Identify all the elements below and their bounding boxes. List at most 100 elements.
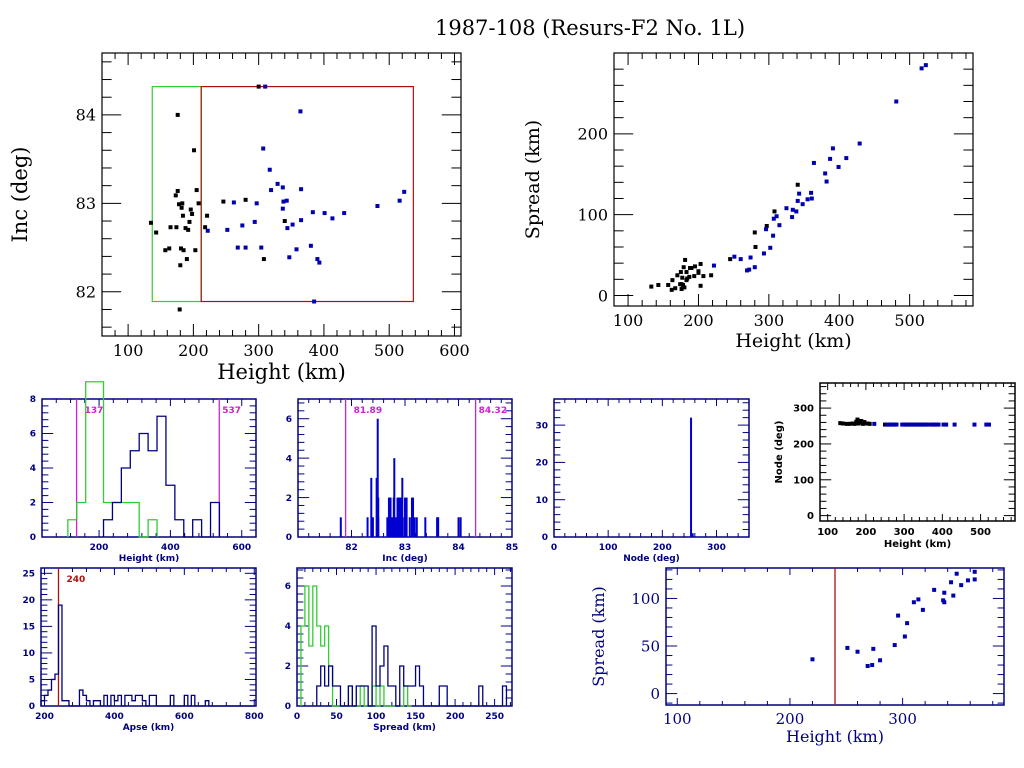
plot-frame bbox=[819, 382, 1016, 522]
y-tick-label: 5 bbox=[29, 676, 35, 686]
data-point bbox=[267, 167, 272, 172]
data-point bbox=[936, 422, 941, 427]
x-tick-label: 400 bbox=[824, 311, 855, 330]
y-tick-label: 0 bbox=[650, 685, 660, 703]
x-axis-label: Inc (deg) bbox=[382, 554, 427, 564]
data-point bbox=[177, 307, 182, 312]
data-point bbox=[809, 196, 814, 201]
data-point bbox=[902, 634, 907, 639]
x-tick-label: 200 bbox=[776, 710, 805, 728]
data-point bbox=[965, 578, 970, 583]
histogram-bar bbox=[413, 517, 416, 537]
x-tick-label: 500 bbox=[374, 341, 405, 360]
data-point bbox=[795, 198, 800, 203]
y-tick-label: 20 bbox=[535, 459, 548, 469]
data-point bbox=[375, 203, 380, 208]
data-point bbox=[679, 287, 684, 292]
marker-label: 537 bbox=[222, 406, 241, 416]
data-point bbox=[330, 216, 335, 221]
x-tick-label: 300 bbox=[894, 527, 915, 538]
red-box bbox=[200, 86, 414, 303]
x-tick-label: 300 bbox=[243, 341, 274, 360]
data-point bbox=[923, 63, 928, 68]
y-tick-label: 4 bbox=[285, 622, 291, 632]
data-point bbox=[784, 206, 789, 211]
data-point bbox=[221, 199, 226, 204]
data-point bbox=[252, 219, 257, 224]
data-point bbox=[892, 643, 897, 648]
histogram-bar bbox=[691, 533, 694, 537]
data-point bbox=[183, 226, 188, 231]
y-tick-label: 30 bbox=[535, 421, 548, 431]
data-point bbox=[692, 264, 697, 269]
data-point bbox=[878, 658, 883, 663]
x-tick-label: 50 bbox=[330, 712, 343, 722]
y-tick-label: 10 bbox=[22, 649, 35, 659]
data-point bbox=[941, 422, 946, 427]
histogram-low bbox=[67, 381, 158, 538]
data-point bbox=[959, 583, 964, 588]
data-point bbox=[154, 230, 159, 235]
data-point bbox=[952, 422, 957, 427]
data-point bbox=[795, 182, 800, 187]
data-point bbox=[764, 227, 769, 232]
data-point bbox=[684, 270, 689, 275]
histogram-bar bbox=[400, 497, 403, 537]
data-point bbox=[823, 171, 828, 176]
data-point bbox=[772, 209, 777, 214]
histogram-bar bbox=[410, 497, 413, 537]
histogram-bar bbox=[397, 497, 400, 537]
data-point bbox=[911, 600, 916, 605]
data-point bbox=[188, 207, 193, 212]
chart-height-histogram: 200 400 600 0 2 4 6 8 Height (km) 137 537 bbox=[30, 381, 257, 564]
data-point bbox=[280, 206, 285, 211]
y-tick-label: 82 bbox=[76, 283, 96, 302]
x-tick-label: 100 bbox=[367, 712, 386, 722]
data-point bbox=[317, 260, 322, 265]
data-point bbox=[681, 265, 686, 270]
data-point bbox=[683, 257, 688, 262]
data-point bbox=[865, 663, 870, 668]
chart-node-histogram: 0 100 200 300 0 10 20 30 Node (deg) bbox=[535, 398, 750, 564]
x-tick-label: 200 bbox=[90, 543, 109, 553]
data-point bbox=[847, 421, 852, 426]
x-tick-label: 83 bbox=[399, 543, 412, 553]
y-tick-label: 15 bbox=[22, 623, 35, 633]
data-point bbox=[972, 577, 977, 582]
y-tick-label: 200 bbox=[793, 440, 814, 451]
data-point bbox=[680, 275, 685, 280]
data-point bbox=[942, 590, 947, 595]
figure-title: 1987-108 (Resurs-F2 No. 1L) bbox=[434, 16, 746, 40]
histogram-bar bbox=[415, 517, 418, 537]
data-point bbox=[896, 613, 901, 618]
data-point bbox=[231, 200, 236, 205]
data-point bbox=[175, 112, 180, 117]
y-tick-label: 83 bbox=[76, 194, 96, 213]
data-point bbox=[194, 188, 199, 193]
data-point bbox=[256, 84, 261, 89]
y-tick-label: 100 bbox=[793, 475, 814, 486]
data-point bbox=[193, 248, 198, 253]
histogram-bar bbox=[408, 517, 411, 537]
y-tick-label: 300 bbox=[793, 404, 814, 415]
data-point bbox=[205, 228, 210, 233]
data-point bbox=[263, 84, 268, 89]
data-point bbox=[844, 421, 849, 426]
y-tick-label: 100 bbox=[631, 590, 660, 608]
data-point bbox=[178, 246, 183, 251]
data-point bbox=[870, 663, 875, 668]
data-point bbox=[163, 248, 168, 253]
x-tick-label: 500 bbox=[970, 527, 991, 538]
x-tick-label: 400 bbox=[932, 527, 953, 538]
histogram-bar bbox=[396, 497, 399, 537]
data-point bbox=[777, 223, 782, 228]
data-point bbox=[954, 571, 959, 576]
y-tick-label: 2 bbox=[286, 494, 292, 504]
data-point bbox=[299, 218, 304, 223]
data-point bbox=[186, 227, 191, 232]
plot-frame bbox=[101, 52, 462, 337]
data-point bbox=[810, 657, 815, 662]
histogram-bar bbox=[412, 497, 415, 537]
